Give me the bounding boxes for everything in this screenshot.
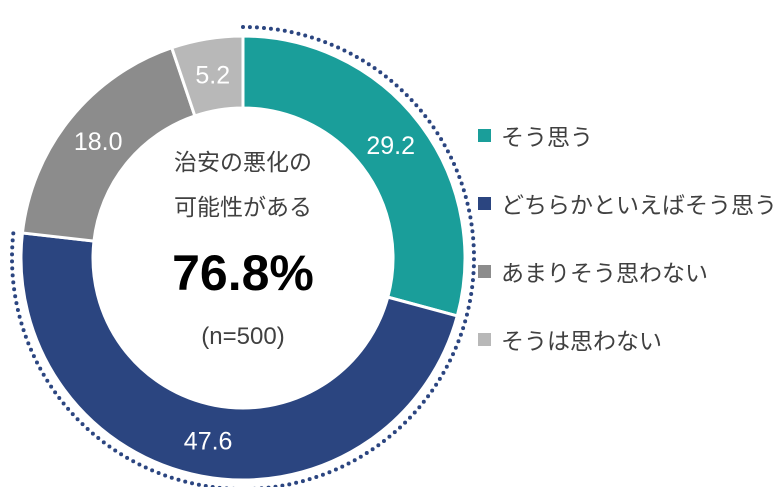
legend-label: そう思う [501,125,593,151]
legend-label: どちらかといえばそう思う [501,193,777,219]
slice-value-label: 5.2 [195,61,230,89]
highlight-dotted-arc [10,25,476,487]
legend-swatch [478,128,491,142]
donut-slices [19,34,467,482]
legend-item-soushi-omou: そう思う [478,120,777,151]
slice-value-label: 29.2 [366,132,415,160]
legend-label: そうは思わない [501,329,662,355]
slice-souha [169,34,245,118]
legend-label: あまりそう思わない [501,261,708,287]
center-title-line2: 可能性がある [174,195,312,221]
center-total-value: 76.8% [172,245,314,301]
slice-dochiraka [19,231,460,482]
legend-item-souha: そうは思わない [478,324,777,355]
legend-swatch [478,332,491,346]
slice-value-label: 18.0 [74,128,123,156]
legend-swatch [478,264,491,278]
legend-item-dochiraka: どちらかといえばそう思う [478,188,777,219]
legend-swatch [478,196,491,210]
slice-soushi-omou [241,34,467,318]
legend-item-amari: あまりそう思わない [478,256,777,287]
center-title-line1: 治安の悪化の [174,150,312,176]
slice-value-labels: 29.2 47.6 18.0 5.2 [74,61,415,455]
center-sample-size: (n=500) [201,323,284,350]
legend: そう思う どちらかといえばそう思う あまりそう思わない そうは思わない [478,120,777,392]
slice-value-label: 47.6 [184,428,233,456]
